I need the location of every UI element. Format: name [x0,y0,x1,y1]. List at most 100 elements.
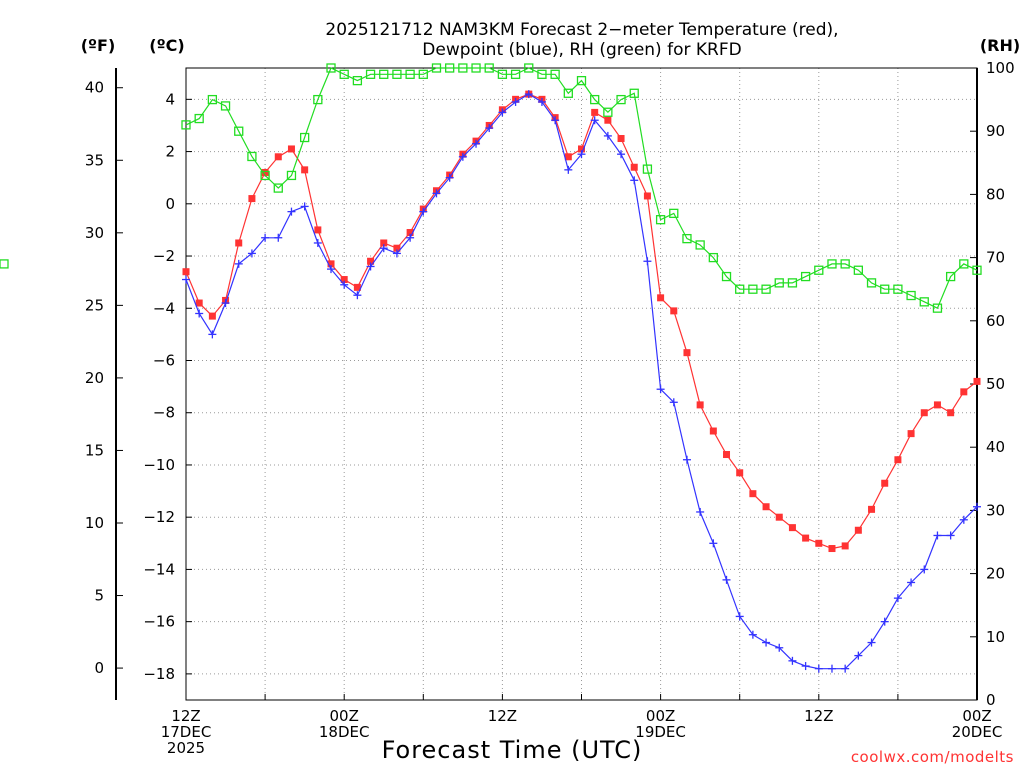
dewpoint-point [182,275,190,284]
rh-point [286,170,297,181]
rh-point [445,63,455,73]
rh-point [0,259,9,269]
rh-point [326,63,336,73]
celsius-tick-label: 4 [165,90,175,108]
dewpoint-point [696,507,705,516]
rh-point [379,69,389,79]
rh-tick-label: 40 [986,438,1005,456]
rh-point [260,170,270,181]
dewpoint-point [590,116,599,125]
dewpoint-point [722,575,731,584]
rh-point [906,290,916,301]
dewpoint-point [511,97,520,106]
x-tick-label: 12Z [171,707,200,725]
temperature-point [788,524,796,532]
dewpoint-point [524,90,533,99]
rh-point [787,278,798,288]
temperature-point [327,260,335,268]
temperature-point [393,244,401,252]
rh-point [247,151,257,162]
rh-point [800,271,811,282]
dewpoint-point [841,664,850,673]
dewpoint-point [353,291,362,300]
fahrenheit-unit-label: (ºF) [81,36,116,55]
dewpoint-point [247,249,256,258]
rh-point [299,132,310,143]
rh-point [234,126,244,136]
temperature-point [248,195,256,203]
dewpoint-point [603,131,612,140]
rh-point [392,69,402,79]
dewpoint-point [907,578,916,587]
dewpoint-point [445,173,454,182]
dewpoint-point [643,257,652,266]
temperature-point [578,145,585,153]
dewpoint-point [498,108,507,117]
x-tick-label: 2025 [167,739,205,757]
x-tick-label: 12Z [804,707,833,725]
rh-point [220,101,231,111]
rh-point [207,94,218,105]
dewpoint-point [327,265,336,274]
rh-point [893,284,903,294]
temperature-point [353,283,361,291]
fahrenheit-tick-label: 20 [85,369,104,387]
rh-point [510,69,521,79]
temperature-point [933,401,941,409]
dewpoint-point [379,244,388,253]
temperature-point [828,545,836,553]
temperature-point [802,534,810,542]
rh-point [576,75,587,86]
dewpoint-point [669,398,678,407]
x-tick-label: 18DEC [319,723,370,741]
temperature-point [406,229,414,237]
rh-point [695,240,705,250]
dewpoint-point [893,594,902,603]
dewpoint-point [577,150,586,159]
temperature-point [301,166,309,174]
celsius-tick-label: −14 [143,560,175,578]
rh-point [537,69,547,79]
fahrenheit-tick-label: 25 [85,296,104,314]
dewpoint-point [485,124,494,133]
dewpoint-point [656,385,665,394]
temperature-point [907,430,915,438]
dewpoint-point [973,502,981,511]
fahrenheit-tick-label: 15 [85,441,104,459]
rh-tick-label: 100 [986,59,1015,77]
fahrenheit-tick-label: 10 [85,514,104,532]
x-tick-label: 00Z [646,707,675,725]
rh-point [339,69,349,79]
temperature-point [208,312,216,320]
rh-point [181,120,191,130]
x-tick-label: 19DEC [635,723,686,741]
temperature-point [775,513,783,521]
fahrenheit-tick-label: 0 [94,659,104,677]
temperature-point [841,542,849,550]
celsius-tick-label: 0 [165,195,175,213]
x-tick-label: 00Z [330,707,359,725]
dewpoint-point [234,259,243,268]
fahrenheit-tick-label: 35 [85,151,104,169]
dewpoint-point [392,249,401,258]
dewpoint-point [959,515,968,524]
dewpoint-point [867,638,876,647]
dewpoint-point [274,233,283,242]
temperature-point [920,409,928,417]
rh-point [458,63,468,73]
celsius-unit-label: (ºC) [149,36,184,55]
rh-point [563,88,573,98]
dewpoint-point [287,207,296,216]
temperature-point [736,469,744,477]
rh-point [352,75,363,86]
temperature-point [723,451,731,459]
rh-point [959,259,969,269]
dewpoint-point [208,330,217,339]
fahrenheit-tick-label: 40 [85,79,104,97]
celsius-tick-label: −18 [143,665,175,683]
temperature-point [261,168,269,176]
dewpoint-point [366,262,375,271]
rh-point [945,271,956,282]
dewpoint-point [195,309,204,318]
temperature-point [881,479,889,487]
